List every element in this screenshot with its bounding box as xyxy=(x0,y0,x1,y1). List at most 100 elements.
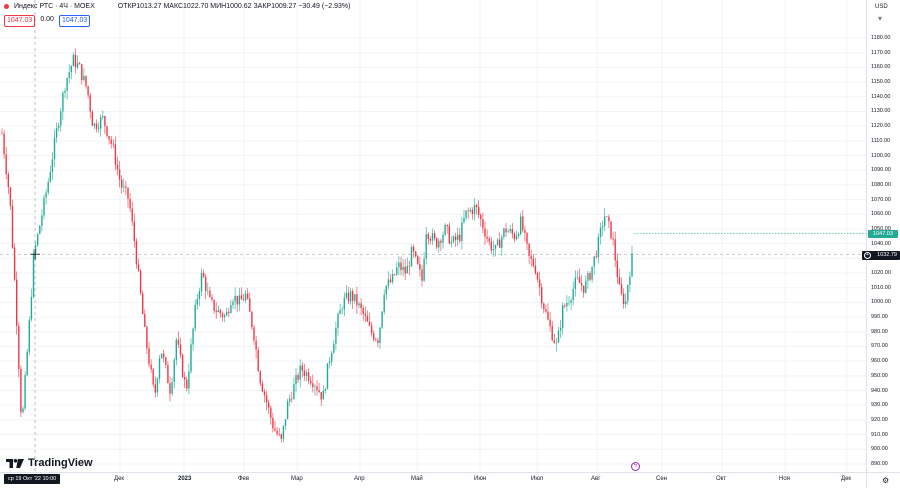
candle-body xyxy=(244,293,247,301)
candle-body xyxy=(272,418,274,429)
candle-body xyxy=(13,247,16,280)
candle-body xyxy=(303,370,306,376)
currency-selector[interactable]: USD xyxy=(875,4,888,10)
candle-body xyxy=(547,311,549,320)
candle-body xyxy=(528,243,530,257)
time-tick-label: Авг xyxy=(591,476,601,482)
candle-body xyxy=(70,66,72,73)
candle-body xyxy=(402,266,404,271)
crosshair-price-value: 1032.79 xyxy=(877,252,897,258)
candle-body xyxy=(627,285,629,302)
gear-icon[interactable]: ⚙ xyxy=(882,476,890,485)
chart-pane[interactable] xyxy=(0,0,866,472)
candle-body xyxy=(87,86,89,96)
candle-body xyxy=(448,226,450,244)
candle-body xyxy=(381,311,383,328)
candle-body xyxy=(127,187,129,199)
tradingview-logo[interactable]: TradingView xyxy=(6,457,93,469)
candle-body xyxy=(284,419,287,426)
price-tick-label: 900.00 xyxy=(871,446,888,453)
candle-body xyxy=(274,428,276,431)
candlestick-chart[interactable] xyxy=(0,0,866,472)
candle-body xyxy=(507,231,509,233)
candle-body xyxy=(230,305,232,313)
price-tick-label: 1180.00 xyxy=(871,35,891,41)
buy-button[interactable]: 1047.03 xyxy=(58,15,91,27)
candle-body xyxy=(179,344,182,355)
candle-body xyxy=(116,164,119,170)
candle-body xyxy=(543,303,545,310)
price-tick-label: 1110.00 xyxy=(871,137,891,144)
time-tick-label: Мар xyxy=(291,476,303,482)
candle-body xyxy=(72,54,75,67)
sell-button[interactable]: 1047.03 xyxy=(4,15,36,27)
candle-body xyxy=(64,90,66,93)
candle-body xyxy=(419,263,421,270)
candle-body xyxy=(490,241,492,251)
candle-body xyxy=(238,295,240,305)
candle-body xyxy=(331,353,333,362)
candle-body xyxy=(410,246,413,267)
candle-body xyxy=(22,408,24,413)
candle-body xyxy=(383,294,385,312)
candle-body xyxy=(320,392,322,400)
candle-body xyxy=(95,123,98,129)
time-tick-label: Апр xyxy=(354,476,365,482)
lightning-icon[interactable]: ϟ xyxy=(631,462,640,471)
candle-body xyxy=(421,269,423,281)
candle-body xyxy=(620,284,623,294)
candle-body xyxy=(253,327,255,341)
price-tick-label: 940.00 xyxy=(871,387,888,394)
candle-body xyxy=(171,382,173,394)
candle-body xyxy=(289,398,291,402)
candle-body xyxy=(368,321,371,326)
candle-body xyxy=(49,172,51,182)
candle-body xyxy=(555,342,558,344)
candle-body xyxy=(276,430,278,435)
candle-body xyxy=(559,327,562,331)
candle-body xyxy=(425,234,427,259)
candle-body xyxy=(173,359,175,383)
plus-circle-icon[interactable]: + xyxy=(864,252,871,259)
time-tick-label: Сен xyxy=(656,476,667,482)
candle-body xyxy=(192,328,194,345)
candle-body xyxy=(454,236,457,240)
time-axis[interactable]: Дек 2023 Фев Мар Апр Май Июн Июл Авг Сен Окт Ноя Дек xyxy=(0,472,866,488)
candle-body xyxy=(278,434,280,435)
candle-body xyxy=(337,314,339,328)
price-tick-label: 1000.00 xyxy=(871,299,891,306)
candle-body xyxy=(465,210,467,218)
price-tick-label: 1060.00 xyxy=(871,211,891,218)
candle-body xyxy=(53,137,56,160)
candle-body xyxy=(532,258,534,266)
candle-body xyxy=(354,294,356,301)
candle-body xyxy=(364,313,366,316)
candle-body xyxy=(473,204,476,214)
candle-body xyxy=(110,139,112,144)
candle-body xyxy=(240,295,243,300)
candle-body xyxy=(108,136,110,140)
candle-body xyxy=(190,344,192,372)
candle-body xyxy=(526,232,528,244)
candle-body xyxy=(139,270,142,294)
candle-body xyxy=(55,128,58,138)
candle-body xyxy=(450,241,453,244)
candle-body xyxy=(391,274,394,283)
candle-body xyxy=(125,186,127,188)
candle-body xyxy=(587,273,589,281)
price-tick-label: 1100.00 xyxy=(871,152,891,159)
candle-body xyxy=(114,144,117,165)
candle-body xyxy=(608,216,610,222)
candle-body xyxy=(601,225,604,228)
candle-body xyxy=(83,75,85,80)
collapse-icon[interactable]: ▾ xyxy=(878,14,883,23)
candle-body xyxy=(412,246,415,252)
candle-body xyxy=(557,330,560,343)
candle-body xyxy=(583,285,585,293)
symbol-title[interactable]: Индекс РТС · 4Ч · MOEX xyxy=(14,3,95,10)
candle-body xyxy=(484,228,486,237)
candle-body xyxy=(291,398,293,400)
candle-body xyxy=(198,291,201,299)
time-tick-label: 2023 xyxy=(178,476,192,482)
candle-body xyxy=(366,315,369,322)
